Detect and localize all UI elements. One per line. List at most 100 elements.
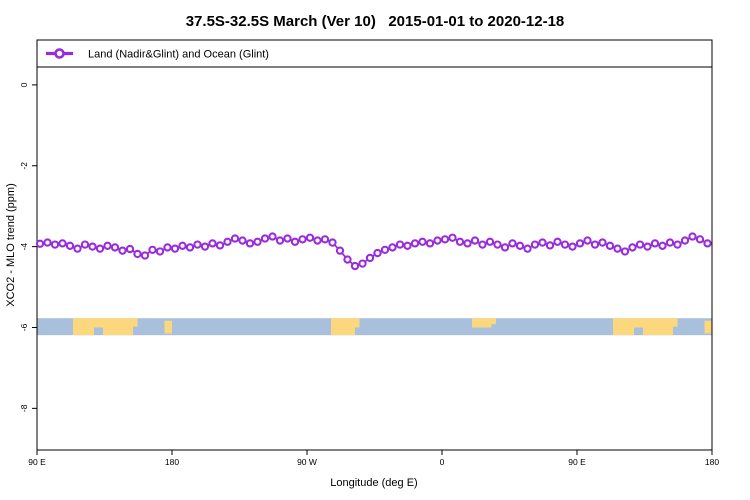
data-point-marker <box>125 244 135 254</box>
x-tick-label: 90 W <box>297 457 317 467</box>
x-tick-label: 90 E <box>568 457 586 467</box>
data-point-marker <box>388 243 397 252</box>
data-point-marker <box>440 235 450 244</box>
data-point-marker <box>313 236 322 245</box>
data-point-marker <box>283 234 292 243</box>
data-series-land-ocean <box>35 232 712 271</box>
data-point-marker <box>605 241 615 250</box>
data-point-marker <box>448 233 457 242</box>
land-patch <box>133 318 138 327</box>
data-point-marker <box>433 236 442 245</box>
data-point-marker <box>298 235 307 244</box>
land-patch <box>704 320 712 334</box>
data-point-marker <box>335 246 345 255</box>
data-point-marker <box>590 240 600 249</box>
data-point-marker <box>680 236 690 245</box>
data-point-marker <box>103 241 112 250</box>
land-patch <box>673 318 678 327</box>
data-point-marker <box>223 237 232 246</box>
data-point-marker <box>695 235 705 244</box>
data-point-marker <box>35 239 45 248</box>
data-point-marker <box>493 240 502 249</box>
x-axis-title: Longitude (deg E) <box>330 477 417 489</box>
data-point-marker <box>403 241 412 250</box>
data-point-marker <box>88 242 97 251</box>
data-point-marker <box>425 239 435 248</box>
land-patch <box>355 318 360 328</box>
data-point-marker <box>358 259 367 268</box>
land-patch <box>331 318 355 336</box>
data-point-marker <box>463 239 472 248</box>
y-tick-label: -4 <box>19 243 29 251</box>
data-point-marker <box>275 236 285 245</box>
data-point-marker <box>208 239 217 248</box>
data-point-marker <box>575 239 585 248</box>
y-tick-label: -8 <box>19 404 29 412</box>
data-point-marker <box>583 236 592 245</box>
data-point-marker <box>110 243 120 252</box>
data-point-marker <box>268 232 277 241</box>
data-point-marker <box>658 241 667 250</box>
x-tick-label: 180 <box>705 457 719 467</box>
data-point-marker <box>178 241 187 250</box>
data-point-marker <box>305 233 315 242</box>
data-point-marker <box>395 240 405 249</box>
data-point-marker <box>373 248 382 258</box>
x-tick-label: 180 <box>165 457 179 467</box>
data-point-marker <box>470 236 480 245</box>
data-point-marker <box>350 261 360 271</box>
land-patch <box>613 318 634 336</box>
data-point-marker <box>320 235 330 244</box>
data-point-marker <box>95 244 105 253</box>
data-point-marker <box>688 232 697 241</box>
data-point-marker <box>613 244 622 253</box>
data-point-marker <box>343 255 352 264</box>
data-point-marker <box>545 241 555 250</box>
data-point-marker <box>568 242 577 251</box>
data-point-marker <box>620 247 630 256</box>
data-point-marker <box>140 251 150 260</box>
data-point-marker <box>380 245 390 255</box>
data-point-marker <box>500 243 510 252</box>
data-point-marker <box>643 242 652 251</box>
data-point-marker <box>238 236 247 245</box>
data-point-marker <box>148 245 157 255</box>
data-point-marker <box>560 240 570 249</box>
data-point-marker <box>260 234 270 243</box>
y-tick-label: -6 <box>19 323 29 331</box>
x-tick-label: 90 E <box>28 457 46 467</box>
land-patch <box>164 320 172 334</box>
data-point-marker <box>245 239 255 248</box>
legend: Land (Nadir&Glint) and Ocean (Glint) <box>46 48 269 61</box>
data-point-marker <box>530 240 540 249</box>
data-point-marker <box>170 244 180 253</box>
chart-title: 37.5S-32.5S March (Ver 10) 2015-01-01 to… <box>186 13 565 30</box>
data-point-marker <box>133 249 142 259</box>
y-tick-label: -2 <box>19 162 29 170</box>
y-tick-label: 0 <box>19 82 29 87</box>
data-point-marker <box>515 241 525 250</box>
data-point-marker <box>193 240 202 249</box>
data-point-marker <box>598 238 607 247</box>
land-patch <box>73 318 94 336</box>
data-point-marker <box>650 239 660 248</box>
data-point-marker <box>185 243 195 252</box>
data-point-marker <box>118 246 127 255</box>
legend-series-marker-icon <box>54 48 65 59</box>
land-patch <box>472 318 492 328</box>
x-tick-label: 0 <box>440 457 445 467</box>
data-point-marker <box>155 247 165 256</box>
data-point-marker <box>58 239 67 248</box>
ocean-strip <box>37 318 712 336</box>
x-axis: 90 E 180 90 W 0 90 E 180 <box>28 450 719 467</box>
data-point-marker <box>538 238 547 247</box>
data-point-marker <box>553 237 562 246</box>
data-point-marker <box>253 237 262 246</box>
data-point-marker <box>73 244 82 253</box>
y-axis: 0 -2 -4 -6 -8 <box>19 82 37 412</box>
data-point-marker <box>215 241 225 250</box>
data-point-marker <box>365 253 375 263</box>
land-patch <box>643 318 673 336</box>
